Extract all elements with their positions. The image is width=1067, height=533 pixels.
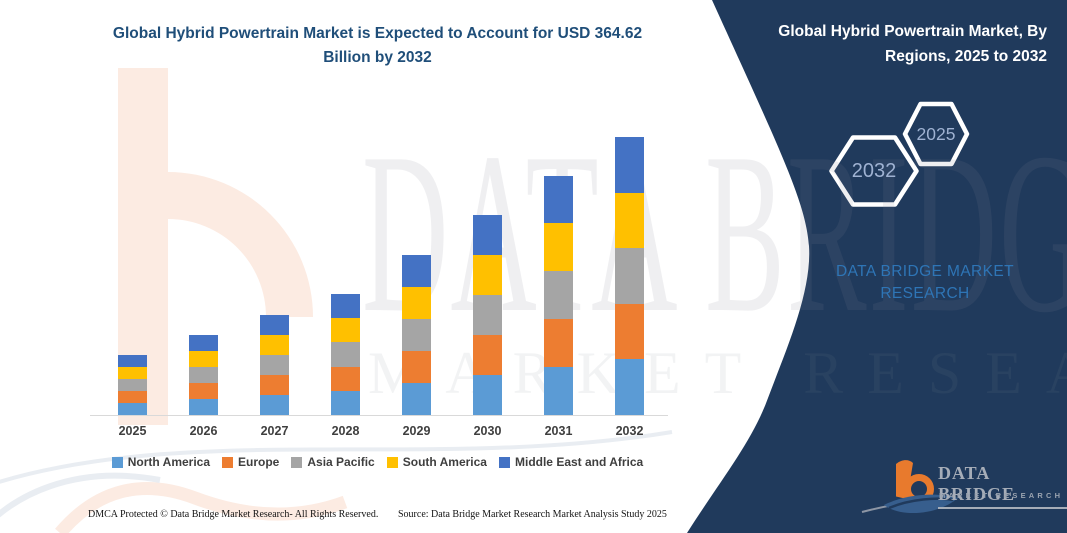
dbmr-logo-mark [861,460,958,514]
bar-segment [402,319,431,351]
hexagon-2025-label: 2025 [916,124,956,144]
legend-item: Europe [222,455,279,469]
bar-segment [402,351,431,383]
hexagon-2025-shape [902,101,970,167]
legend-item: North America [111,455,211,469]
bar-segment [473,335,502,375]
bar-segment [118,379,147,391]
legend-label: Europe [238,455,280,469]
legend-label: North America [127,455,211,469]
x-axis-tick-label: 2028 [331,424,360,438]
navy-panel [687,0,1067,533]
bar-segment [402,383,431,415]
bar-segment [544,271,573,320]
legend-swatch [498,456,510,468]
legend-label: Asia Pacific [307,455,375,469]
stacked-bar-chart [118,137,644,415]
bar-segment [615,137,644,193]
bar-2027 [260,314,289,415]
bar-segment [473,295,502,335]
bar-segment [260,374,289,395]
bar-segment [331,366,360,391]
bar-2030 [473,215,502,415]
bar-segment [331,294,360,319]
x-axis-tick-label: 2031 [544,424,573,438]
bar-segment [473,375,502,415]
bar-segment [260,354,289,375]
bar-2026 [189,335,218,415]
bar-segment [118,403,147,415]
bar-segment [331,318,360,343]
bar-segment [615,192,644,249]
bar-segment [189,399,218,415]
brand-text-line1: DATA BRIDGE MARKET [835,263,1014,280]
legend-swatch [386,456,398,468]
x-axis-tick-label: 2026 [189,424,218,438]
bar-segment [260,314,289,335]
bar-segment [544,175,573,224]
legend-item: Asia Pacific [291,455,375,469]
bar-segment [189,367,218,383]
bar-segment [331,342,360,367]
panel-title: Global Hybrid Powertrain Market, By Regi… [778,23,1047,65]
brand-text: DATA BRIDGE MARKET RESEARCH [795,261,1055,306]
x-axis-tick-label: 2025 [118,424,147,438]
x-axis-tick-label: 2027 [260,424,289,438]
bar-segment [189,351,218,367]
dbmr-logo-subtitle: MARKET RESEARCH [939,491,1064,500]
x-axis-tick-label: 2029 [402,424,431,438]
hexagon-2032-label: 2032 [851,160,897,182]
legend-swatch [111,456,123,468]
bar-2028 [331,294,360,415]
legend-label: South America [402,455,487,469]
bar-segment [189,383,218,399]
brand-text-line2: RESEARCH [880,285,970,303]
bar-segment [615,359,644,415]
x-axis-labels: 2025 2026 2027 2028 2029 2030 2031 2032 [118,424,644,438]
dmca-notice: DMCA Protected © Data Bridge Market Rese… [88,509,379,520]
bar-segment [260,394,289,415]
chart-legend: North America Europe Asia Pacific South Ame… [85,455,670,469]
bar-segment [615,248,644,304]
bar-segment [118,367,147,379]
x-axis-tick-label: 2030 [473,424,502,438]
hexagon-2032-shape [829,135,919,207]
bar-segment [118,355,147,367]
legend-label: Middle East and Africa [514,455,644,469]
bar-segment [615,303,644,360]
bar-segment [473,255,502,295]
legend-item: South America [386,455,487,469]
bar-segment [402,255,431,287]
bar-segment [473,215,502,255]
bar-segment [544,367,573,415]
bar-2031 [544,175,573,415]
legend-swatch [291,456,303,468]
bar-segment [402,287,431,319]
x-axis-tick-label: 2032 [615,424,644,438]
bar-segment [331,390,360,415]
bar-segment [544,319,573,368]
x-axis-line [90,415,668,416]
swoosh-watermark [0,430,673,518]
bar-2029 [402,255,431,415]
bar-segment [118,391,147,403]
bar-2025 [118,355,147,415]
page-title: Global Hybrid Powertrain Market is Expec… [112,25,643,67]
dbmr-logo-name: DATA BRIDGE [938,463,1067,509]
legend-swatch [222,456,234,468]
bar-segment [544,223,573,272]
legend-item: Middle East and Africa [498,455,644,469]
source-note: Source: Data Bridge Market Research Mark… [398,509,667,520]
bar-segment [189,335,218,351]
bar-2032 [615,137,644,415]
bar-segment [260,334,289,355]
